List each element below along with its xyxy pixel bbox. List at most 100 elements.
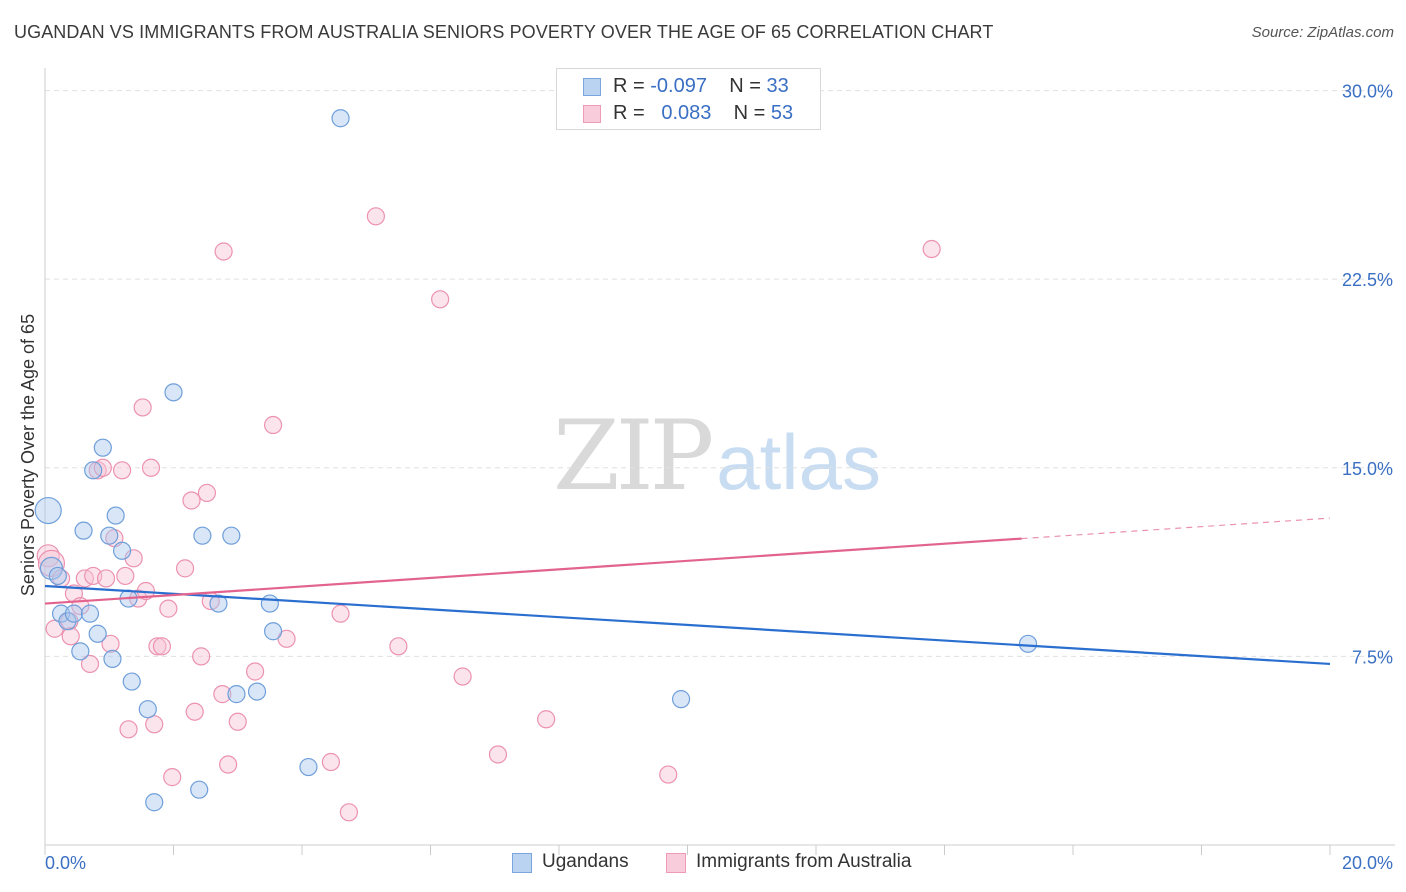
y-axis-label: Seniors Poverty Over the Age of 65 [18, 314, 38, 596]
n-value: 53 [770, 102, 794, 124]
legend-text: R = 0.083 N = 53 [613, 102, 793, 125]
legend-swatch-pink [666, 853, 686, 873]
australia-point [185, 702, 204, 721]
ugandans-point [71, 642, 90, 661]
australia-point [145, 715, 164, 734]
legend-label: Immigrants from Australia [696, 851, 912, 872]
y-tick-label: 30.0% [1342, 82, 1393, 102]
ugandans-point [260, 594, 279, 613]
australia-point [182, 491, 201, 510]
australia-point [148, 637, 167, 656]
australia-point [922, 239, 941, 259]
australia-point [96, 569, 116, 588]
ugandans-point [103, 649, 122, 669]
australia-point [192, 647, 211, 666]
ugandans-point [106, 506, 125, 525]
australia-point [112, 461, 132, 480]
n-label: N = [729, 75, 761, 97]
legend-swatch-blue [512, 853, 532, 873]
australia-point [331, 604, 350, 623]
chart-title: UGANDAN VS IMMIGRANTS FROM AUSTRALIA SEN… [14, 22, 994, 42]
r-value: 0.083 [661, 102, 712, 124]
ugandans-point [112, 541, 132, 560]
australia-point [453, 667, 472, 686]
r-label: R = [613, 102, 645, 124]
australia-trend-extension [1021, 517, 1331, 540]
correlation-legend: R = -0.097 N = 33 R = 0.083 N = 53 [556, 68, 821, 130]
n-value: 33 [766, 75, 789, 97]
australia-point [431, 290, 450, 309]
australia-point [213, 685, 232, 704]
australia-point [80, 654, 100, 674]
australia-point [339, 803, 359, 822]
australia-point [228, 712, 247, 731]
ugandans-point [58, 612, 77, 631]
australia-point [101, 634, 120, 653]
australia-point [659, 765, 678, 784]
y-tick-label: 15.0% [1342, 459, 1393, 479]
ugandans-point [34, 496, 62, 525]
watermark-atlas: atlas [716, 418, 881, 506]
australia-point [537, 710, 556, 729]
ugandans-point [64, 604, 84, 623]
australia-point [141, 458, 161, 477]
australia-point [321, 752, 341, 772]
legend-swatch-pink [583, 105, 601, 123]
ugandans-point [145, 793, 164, 812]
ugandans-point [263, 622, 283, 641]
ugandans-point [331, 109, 350, 128]
ugandans-point [247, 682, 267, 701]
australia-point [175, 559, 195, 578]
ugandans-point [1018, 634, 1038, 653]
source-value: ZipAtlas.com [1307, 24, 1394, 41]
ugandans-point [93, 438, 112, 457]
ugandans-point [227, 685, 246, 704]
source-label: Source: [1251, 24, 1304, 41]
ugandans-point [88, 624, 107, 643]
australia-point [389, 637, 408, 656]
australia-point [159, 599, 178, 618]
australia-point [116, 566, 135, 586]
ugandans-point [190, 780, 209, 799]
legend-label: Ugandans [542, 851, 629, 872]
australia-trend-line [44, 537, 1022, 605]
n-label: N = [733, 102, 766, 124]
australia-point [197, 483, 217, 503]
ugandans-point [671, 690, 691, 709]
ugandans-point [299, 757, 318, 777]
r-value: -0.097 [650, 75, 707, 97]
australia-point [219, 755, 238, 774]
australia-point [263, 415, 283, 435]
legend-swatch-blue [583, 78, 601, 96]
x-tick-label: 20.0% [1342, 853, 1393, 873]
y-tick-label: 22.5% [1342, 270, 1393, 290]
ugandans-point [51, 604, 71, 623]
australia-point [37, 549, 66, 577]
ugandans-point [193, 526, 212, 545]
r-label: R = [613, 75, 645, 97]
watermark: ZIPatlas [553, 400, 881, 512]
ugandans-point [84, 461, 103, 480]
australia-point [88, 461, 107, 480]
ugandans-point [74, 521, 93, 540]
ugandans-point [122, 672, 141, 691]
ugandans-point [48, 566, 67, 586]
ugandans-point [209, 594, 228, 613]
ugandans-point [138, 700, 157, 719]
y-tick-label: 7.5% [1352, 647, 1393, 667]
ugandans-point [100, 526, 119, 545]
ugandans-point [222, 526, 241, 545]
ugandans-point [164, 383, 183, 402]
source-note: Source: ZipAtlas.com [1252, 24, 1394, 41]
australia-point [366, 207, 385, 226]
australia-point [163, 768, 182, 787]
ugandans-point [80, 604, 100, 623]
australia-point [119, 720, 138, 739]
legend-text: R = -0.097 N = 33 [613, 75, 789, 98]
australia-point [488, 745, 508, 764]
australia-point [245, 662, 265, 681]
australia-point [214, 242, 233, 261]
australia-point [133, 398, 152, 417]
australia-point [152, 637, 172, 656]
